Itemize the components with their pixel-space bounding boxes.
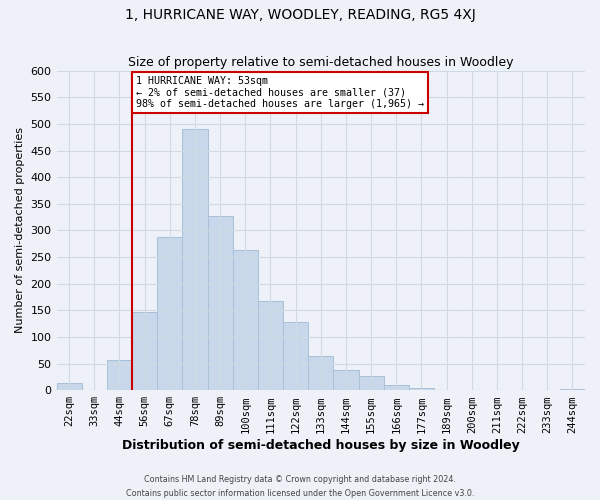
X-axis label: Distribution of semi-detached houses by size in Woodley: Distribution of semi-detached houses by … — [122, 440, 520, 452]
Y-axis label: Number of semi-detached properties: Number of semi-detached properties — [15, 128, 25, 334]
Bar — [56, 384, 82, 390]
Bar — [283, 322, 308, 390]
Bar — [409, 388, 434, 390]
Bar — [308, 356, 334, 390]
Text: 1, HURRICANE WAY, WOODLEY, READING, RG5 4XJ: 1, HURRICANE WAY, WOODLEY, READING, RG5 … — [125, 8, 475, 22]
Bar — [560, 389, 585, 390]
Bar — [107, 360, 132, 390]
Bar — [258, 302, 283, 390]
Bar — [233, 250, 258, 390]
Bar — [383, 385, 409, 390]
Text: 1 HURRICANE WAY: 53sqm
← 2% of semi-detached houses are smaller (37)
98% of semi: 1 HURRICANE WAY: 53sqm ← 2% of semi-deta… — [136, 76, 424, 109]
Bar — [359, 376, 383, 390]
Bar — [182, 129, 208, 390]
Bar — [157, 238, 182, 390]
Bar — [132, 312, 157, 390]
Bar — [334, 370, 359, 390]
Bar — [208, 216, 233, 390]
Title: Size of property relative to semi-detached houses in Woodley: Size of property relative to semi-detach… — [128, 56, 514, 70]
Text: Contains HM Land Registry data © Crown copyright and database right 2024.
Contai: Contains HM Land Registry data © Crown c… — [126, 476, 474, 498]
